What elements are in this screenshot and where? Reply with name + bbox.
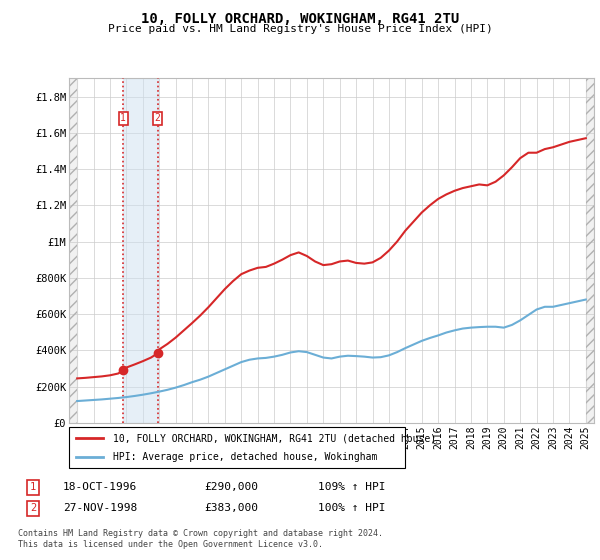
Bar [586, 78, 594, 423]
FancyBboxPatch shape [69, 427, 405, 468]
Text: 10, FOLLY ORCHARD, WOKINGHAM, RG41 2TU (detached house): 10, FOLLY ORCHARD, WOKINGHAM, RG41 2TU (… [113, 433, 436, 443]
Bar [586, 78, 594, 423]
Text: Price paid vs. HM Land Registry's House Price Index (HPI): Price paid vs. HM Land Registry's House … [107, 24, 493, 34]
Text: 109% ↑ HPI: 109% ↑ HPI [318, 482, 386, 492]
Text: £383,000: £383,000 [204, 503, 258, 514]
Bar [123, 78, 158, 423]
Bar [69, 78, 77, 423]
Text: Contains HM Land Registry data © Crown copyright and database right 2024.
This d: Contains HM Land Registry data © Crown c… [18, 529, 383, 549]
Text: 1: 1 [120, 113, 126, 123]
Text: £290,000: £290,000 [204, 482, 258, 492]
Text: HPI: Average price, detached house, Wokingham: HPI: Average price, detached house, Woki… [113, 452, 377, 461]
Text: 100% ↑ HPI: 100% ↑ HPI [318, 503, 386, 514]
Text: 18-OCT-1996: 18-OCT-1996 [63, 482, 137, 492]
Text: 1: 1 [30, 482, 36, 492]
Text: 2: 2 [155, 113, 161, 123]
Bar [69, 78, 77, 423]
Text: 2: 2 [30, 503, 36, 514]
Text: 27-NOV-1998: 27-NOV-1998 [63, 503, 137, 514]
Text: 10, FOLLY ORCHARD, WOKINGHAM, RG41 2TU: 10, FOLLY ORCHARD, WOKINGHAM, RG41 2TU [141, 12, 459, 26]
